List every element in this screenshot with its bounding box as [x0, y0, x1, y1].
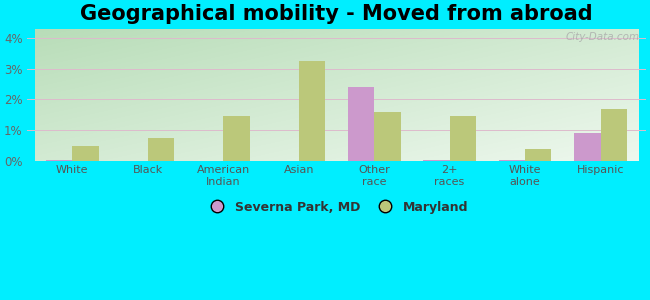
Legend: Severna Park, MD, Maryland: Severna Park, MD, Maryland: [200, 196, 473, 219]
Bar: [601, 109, 627, 161]
Bar: [223, 116, 250, 161]
Bar: [574, 134, 601, 161]
Bar: [423, 160, 450, 161]
Title: Geographical mobility - Moved from abroad: Geographical mobility - Moved from abroa…: [80, 4, 593, 24]
Bar: [450, 116, 476, 161]
Text: City-Data.com: City-Data.com: [566, 32, 640, 43]
Bar: [525, 149, 551, 161]
Bar: [46, 160, 72, 161]
Bar: [499, 160, 525, 161]
Bar: [72, 146, 99, 161]
Bar: [348, 87, 374, 161]
Bar: [374, 112, 400, 161]
Bar: [148, 138, 174, 161]
Bar: [298, 61, 325, 161]
